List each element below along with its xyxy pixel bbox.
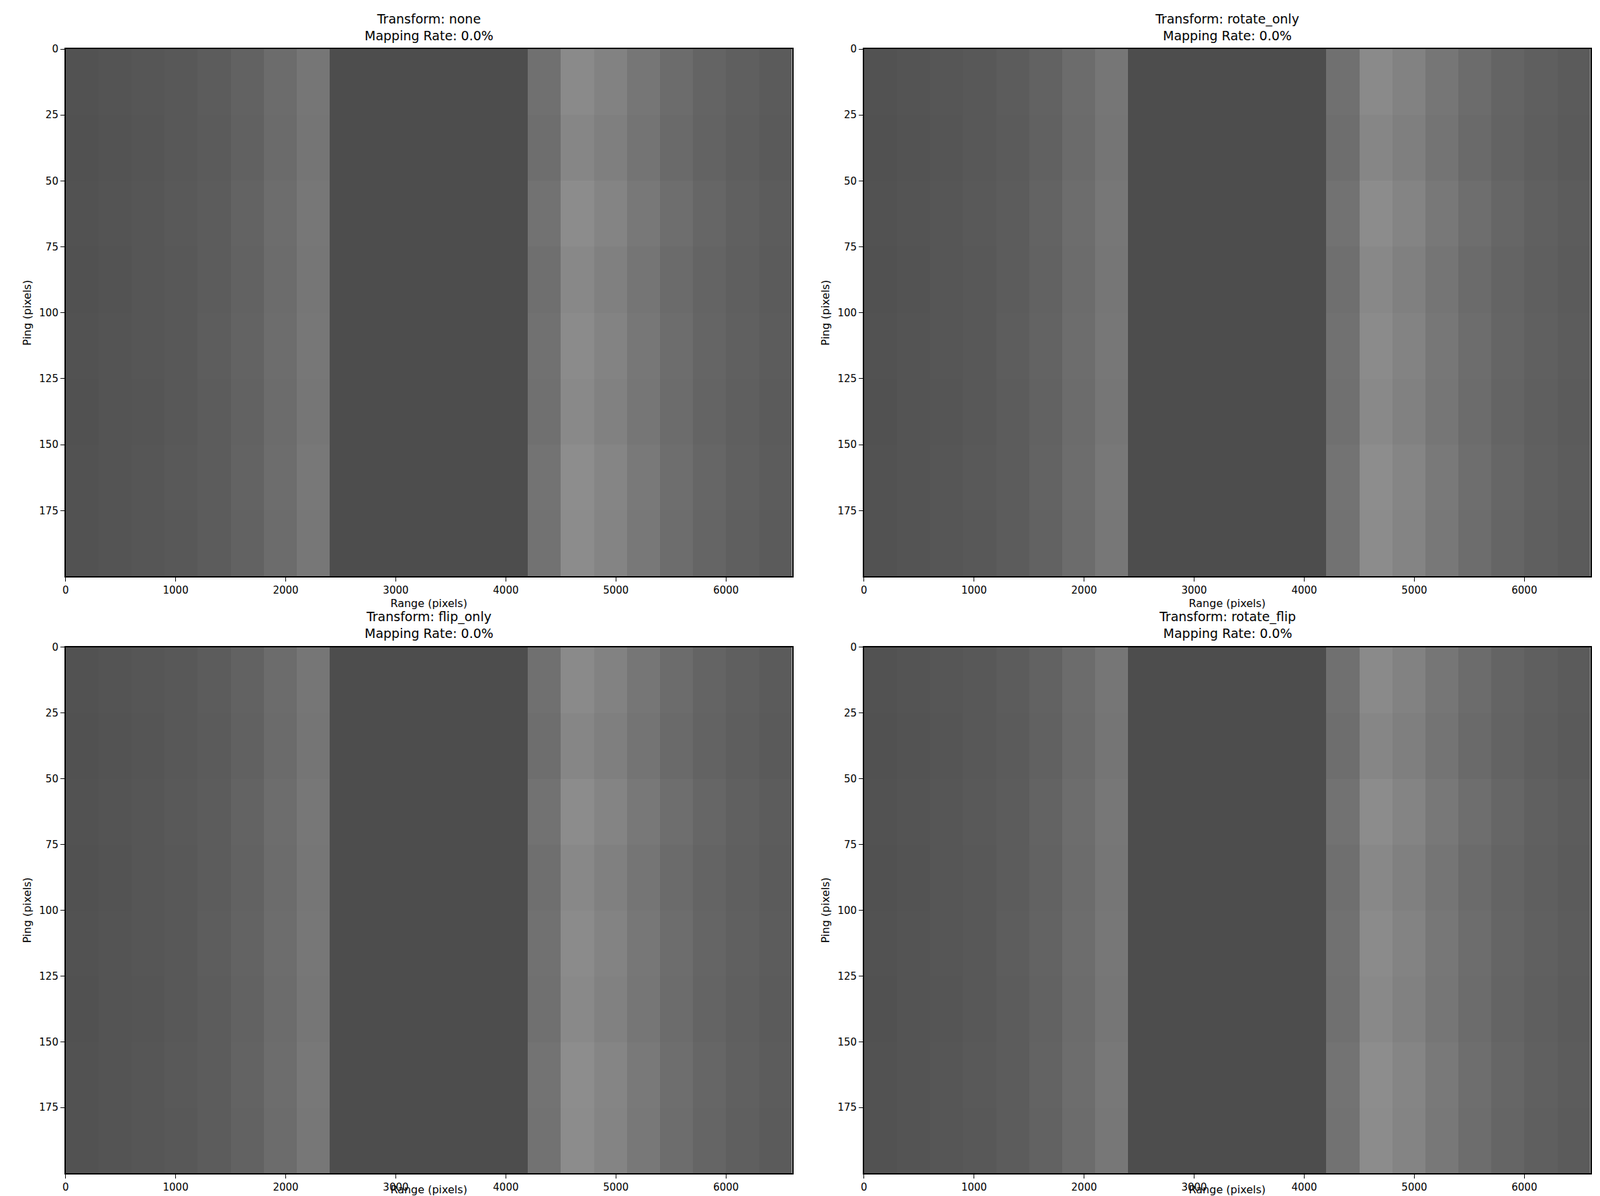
- svg-text:0: 0: [62, 1181, 70, 1194]
- svg-text:2000: 2000: [272, 584, 299, 597]
- svg-text:2000: 2000: [272, 1181, 299, 1194]
- svg-text:Ping (pixels): Ping (pixels): [20, 876, 34, 943]
- svg-text:1000: 1000: [961, 584, 987, 597]
- svg-text:125: 125: [837, 970, 857, 983]
- svg-text:6000: 6000: [713, 584, 739, 597]
- svg-text:100: 100: [837, 904, 857, 917]
- svg-text:5000: 5000: [1401, 1181, 1427, 1194]
- svg-text:5000: 5000: [1401, 584, 1427, 597]
- svg-text:25: 25: [843, 108, 857, 121]
- svg-text:4000: 4000: [1291, 584, 1317, 597]
- svg-text:3000: 3000: [382, 1181, 409, 1194]
- svg-text:Range (pixels): Range (pixels): [1189, 596, 1266, 610]
- svg-text:3000: 3000: [1181, 1181, 1207, 1194]
- svg-text:4000: 4000: [492, 1181, 519, 1194]
- svg-text:0: 0: [860, 584, 868, 597]
- svg-text:5000: 5000: [602, 1181, 629, 1194]
- svg-text:Ping (pixels): Ping (pixels): [819, 876, 832, 943]
- svg-text:150: 150: [837, 1036, 857, 1049]
- svg-text:Transform: flip_onlyMapping Ra: Transform: flip_onlyMapping Rate: 0.0%: [364, 608, 494, 641]
- svg-text:0: 0: [51, 42, 59, 56]
- svg-text:125: 125: [38, 970, 59, 983]
- svg-text:100: 100: [38, 904, 59, 917]
- svg-text:50: 50: [843, 175, 857, 188]
- svg-text:2000: 2000: [1071, 584, 1098, 597]
- svg-text:150: 150: [38, 438, 59, 451]
- svg-text:Ping (pixels): Ping (pixels): [819, 279, 832, 346]
- svg-text:3000: 3000: [1181, 584, 1207, 597]
- svg-text:125: 125: [837, 372, 857, 385]
- svg-text:50: 50: [843, 772, 857, 785]
- svg-text:75: 75: [45, 241, 59, 254]
- svg-text:Range (pixels): Range (pixels): [390, 1183, 467, 1196]
- svg-text:25: 25: [45, 707, 59, 720]
- svg-text:175: 175: [837, 504, 857, 517]
- svg-text:50: 50: [45, 175, 59, 188]
- svg-text:150: 150: [837, 438, 857, 451]
- svg-text:3000: 3000: [382, 584, 409, 597]
- svg-text:25: 25: [45, 108, 59, 121]
- svg-text:75: 75: [45, 838, 59, 851]
- svg-text:0: 0: [860, 1181, 868, 1194]
- svg-text:175: 175: [38, 504, 59, 517]
- svg-text:Transform: rotate_onlyMapping: Transform: rotate_onlyMapping Rate: 0.0%: [1154, 11, 1300, 43]
- svg-text:75: 75: [843, 838, 857, 851]
- svg-text:4000: 4000: [492, 584, 519, 597]
- svg-text:100: 100: [38, 306, 59, 319]
- svg-text:0: 0: [62, 584, 70, 597]
- svg-text:0: 0: [51, 641, 59, 654]
- svg-text:175: 175: [837, 1101, 857, 1114]
- svg-text:25: 25: [843, 707, 857, 720]
- svg-text:1000: 1000: [961, 1181, 987, 1194]
- svg-text:Ping (pixels): Ping (pixels): [20, 279, 34, 346]
- svg-text:Range (pixels): Range (pixels): [390, 596, 467, 610]
- svg-text:0: 0: [850, 641, 858, 654]
- svg-text:50: 50: [45, 772, 59, 785]
- svg-text:2000: 2000: [1071, 1181, 1098, 1194]
- svg-text:Range (pixels): Range (pixels): [1189, 1183, 1266, 1196]
- svg-text:150: 150: [38, 1036, 59, 1049]
- svg-text:1000: 1000: [163, 584, 189, 597]
- svg-text:125: 125: [38, 372, 59, 385]
- svg-text:1000: 1000: [163, 1181, 189, 1194]
- svg-text:175: 175: [38, 1101, 59, 1114]
- svg-text:100: 100: [837, 306, 857, 319]
- svg-text:4000: 4000: [1291, 1181, 1317, 1194]
- svg-text:6000: 6000: [1511, 1181, 1537, 1194]
- svg-text:6000: 6000: [713, 1181, 739, 1194]
- svg-text:Transform: noneMapping Rate: 0: Transform: noneMapping Rate: 0.0%: [364, 11, 494, 43]
- svg-text:0: 0: [850, 42, 858, 56]
- svg-text:Transform: rotate_flipMapping: Transform: rotate_flipMapping Rate: 0.0%: [1158, 608, 1296, 641]
- svg-text:6000: 6000: [1511, 584, 1537, 597]
- svg-text:5000: 5000: [602, 584, 629, 597]
- svg-text:75: 75: [843, 241, 857, 254]
